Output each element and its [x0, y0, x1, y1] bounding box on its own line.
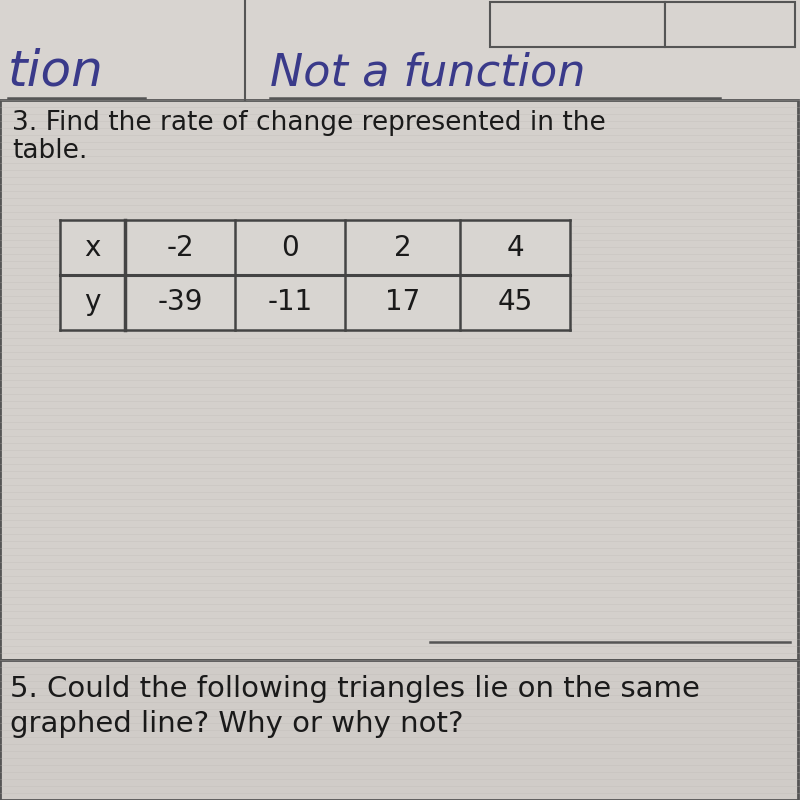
Text: x: x [84, 234, 101, 262]
Text: 3. Find the rate of change represented in the: 3. Find the rate of change represented i… [12, 110, 606, 136]
Text: table.: table. [12, 138, 87, 164]
Text: -39: -39 [158, 289, 202, 317]
Text: -11: -11 [267, 289, 313, 317]
Text: graphed line? Why or why not?: graphed line? Why or why not? [10, 710, 463, 738]
Bar [0, 0, 800, 100]
Text: 17: 17 [385, 289, 420, 317]
Text: -2: -2 [166, 234, 194, 262]
Text: 45: 45 [498, 289, 533, 317]
Text: 2: 2 [394, 234, 411, 262]
Bar [490, 2, 665, 47]
Text: 0: 0 [281, 234, 299, 262]
Text: 5. Could the following triangles lie on the same: 5. Could the following triangles lie on … [10, 675, 700, 703]
Text: Not a function: Not a function [270, 52, 586, 95]
Text: tion: tion [8, 47, 104, 95]
Bar [60, 220, 570, 330]
Text: y: y [84, 289, 101, 317]
Text: 4: 4 [506, 234, 524, 262]
Bar [0, 100, 798, 660]
Bar [665, 2, 795, 47]
Bar [0, 660, 798, 800]
